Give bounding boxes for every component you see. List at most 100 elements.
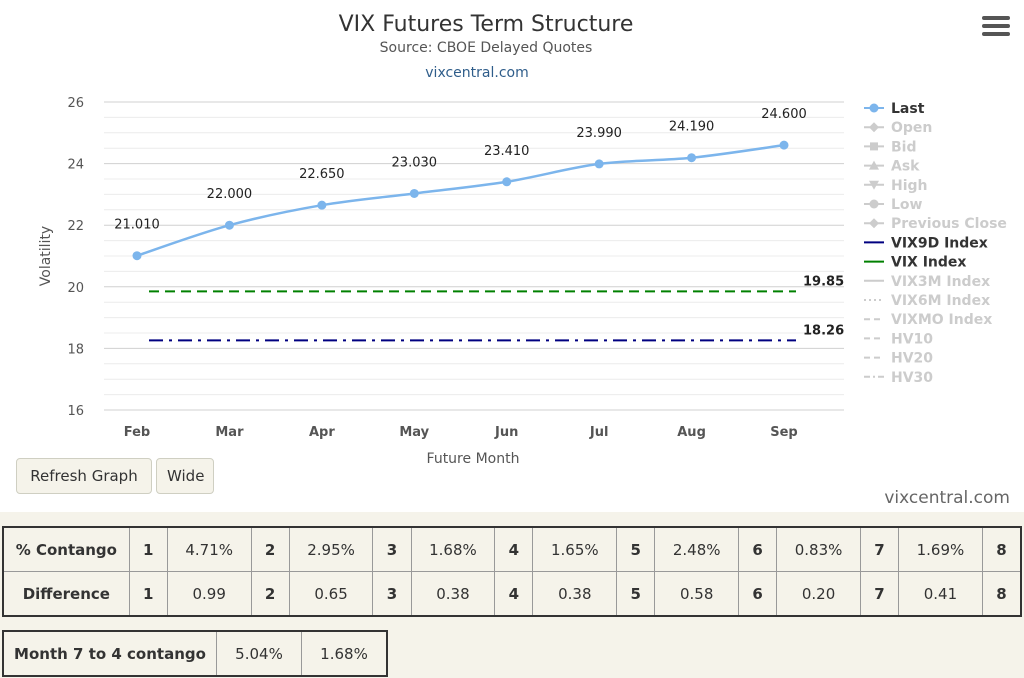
month-number: 8 bbox=[981, 571, 1022, 617]
y-tick-label: 26 bbox=[67, 96, 84, 111]
x-tick-label: Mar bbox=[215, 425, 244, 440]
x-tick-label: Apr bbox=[309, 425, 335, 440]
month-number: 7 bbox=[859, 571, 900, 617]
month-number: 1 bbox=[128, 526, 168, 572]
table-cell: 0.38 bbox=[532, 571, 618, 617]
legend-item[interactable]: HV30 bbox=[864, 370, 933, 386]
legend-item[interactable]: VIXMO Index bbox=[864, 312, 992, 328]
legend-label: VIX6M Index bbox=[891, 293, 990, 309]
legend-label: High bbox=[891, 178, 928, 194]
month-number: 5 bbox=[616, 571, 656, 617]
table-cell: 0.65 bbox=[288, 571, 374, 617]
month-number: 6 bbox=[738, 571, 778, 617]
data-label: 24.190 bbox=[669, 120, 715, 135]
legend-item[interactable]: Previous Close bbox=[864, 216, 1007, 232]
legend-label: HV30 bbox=[891, 370, 933, 386]
legend-marker bbox=[869, 218, 879, 229]
y-axis-label: Volatility bbox=[38, 226, 54, 286]
data-point bbox=[132, 251, 142, 261]
table-cell: 0.99 bbox=[166, 571, 252, 617]
legend-label: VIX Index bbox=[891, 255, 966, 271]
table-cell: 1.68% bbox=[410, 526, 496, 572]
table-cell: 2.48% bbox=[654, 526, 740, 572]
data-point bbox=[502, 177, 512, 187]
legend-marker bbox=[870, 142, 878, 151]
legend-item[interactable]: HV10 bbox=[864, 331, 933, 347]
hamburger-menu-icon[interactable] bbox=[982, 16, 1010, 40]
legend-item[interactable]: VIX9D Index bbox=[864, 235, 988, 251]
legend-label: Previous Close bbox=[891, 216, 1007, 232]
legend-label: HV20 bbox=[891, 351, 933, 367]
series-line bbox=[136, 143, 785, 257]
table-cell: 0.38 bbox=[410, 571, 496, 617]
month-number: 5 bbox=[616, 526, 656, 572]
legend-item[interactable]: Last bbox=[864, 101, 925, 117]
legend-marker bbox=[869, 199, 879, 209]
legend-marker bbox=[869, 180, 879, 190]
legend-item[interactable]: Bid bbox=[864, 139, 917, 155]
month-contango-label: Month 7 to 4 contango bbox=[2, 630, 217, 677]
data-label: 24.600 bbox=[761, 107, 807, 122]
data-label: 22.650 bbox=[299, 167, 345, 182]
x-axis-label: Future Month bbox=[427, 451, 520, 467]
legend-label: Low bbox=[891, 197, 923, 213]
refresh-graph-button[interactable]: Refresh Graph bbox=[16, 458, 152, 494]
table-row: Difference 1 0.99 2 0.65 3 0.38 4 0.38 5 0.58 6 0.20… bbox=[2, 571, 1022, 617]
data-label: 23.410 bbox=[484, 144, 530, 159]
x-tick-label: Feb bbox=[124, 425, 150, 440]
x-tick-label: Aug bbox=[677, 425, 706, 440]
legend-label: HV10 bbox=[891, 331, 933, 347]
data-point bbox=[687, 153, 697, 163]
x-tick-label: May bbox=[399, 425, 429, 440]
data-label: 23.030 bbox=[392, 155, 438, 170]
legend[interactable]: Last Open Bid Ask High Low Previous Close VIX9D… bbox=[864, 101, 1007, 386]
legend-marker bbox=[869, 103, 879, 113]
chart-svg: VIX Futures Term Structure Source: CBOE … bbox=[38, 12, 1007, 467]
legend-label: Open bbox=[891, 120, 932, 136]
table-row: % Contango 1 4.71% 2 2.95% 3 1.68% 4 1.65% 5 2.48%… bbox=[2, 526, 1022, 572]
table-cell: 0.41 bbox=[898, 571, 983, 617]
series-layer: 21.010 22.000 22.650 23.030 23.410 23.990 24.1… bbox=[114, 107, 844, 342]
watermark: vixcentral.com bbox=[884, 488, 1010, 508]
month-number: 3 bbox=[372, 526, 412, 572]
chart-panel: VIX Futures Term Structure Source: CBOE … bbox=[0, 0, 1024, 512]
axis-layer: 16 18 20 22 24 26 Feb Mar Apr May Jun Jul Aug Sep bbox=[67, 96, 797, 440]
x-tick-label: Sep bbox=[770, 425, 798, 440]
legend-marker bbox=[869, 160, 879, 170]
data-point bbox=[594, 159, 604, 169]
y-tick-label: 16 bbox=[67, 404, 84, 419]
chart-subtitle: Source: CBOE Delayed Quotes bbox=[380, 40, 593, 56]
y-tick-label: 18 bbox=[67, 342, 84, 357]
y-tick-label: 20 bbox=[67, 281, 84, 296]
data-point bbox=[409, 188, 419, 198]
data-label: 22.000 bbox=[207, 187, 253, 202]
legend-item[interactable]: Open bbox=[864, 120, 932, 136]
x-tick-label: Jul bbox=[589, 425, 609, 440]
month-number: 1 bbox=[128, 571, 168, 617]
legend-item[interactable]: Low bbox=[864, 197, 923, 213]
legend-item[interactable]: VIX6M Index bbox=[864, 293, 990, 309]
table-row: Month 7 to 4 contango 5.04% 1.68% bbox=[2, 630, 388, 677]
data-label: 19.85 bbox=[803, 274, 844, 289]
legend-item[interactable]: HV20 bbox=[864, 351, 933, 367]
legend-item[interactable]: Ask bbox=[864, 159, 920, 175]
table-cell: 1.69% bbox=[898, 526, 983, 572]
legend-item[interactable]: VIX Index bbox=[864, 255, 966, 271]
row-header: Difference bbox=[2, 571, 130, 617]
legend-label: VIXMO Index bbox=[891, 312, 992, 328]
data-label: 18.26 bbox=[803, 323, 844, 338]
legend-item[interactable]: VIX3M Index bbox=[864, 274, 990, 290]
month-contango-table: Month 7 to 4 contango 5.04% 1.68% bbox=[2, 630, 388, 677]
legend-marker bbox=[869, 122, 879, 133]
wide-button[interactable]: Wide bbox=[156, 458, 214, 494]
data-label: 21.010 bbox=[114, 218, 160, 233]
legend-item[interactable]: High bbox=[864, 178, 928, 194]
data-point bbox=[317, 200, 327, 210]
table-cell: 0.20 bbox=[776, 571, 861, 617]
x-tick-label: Jun bbox=[494, 425, 518, 440]
legend-label: Ask bbox=[891, 159, 920, 175]
table-cell: 0.83% bbox=[776, 526, 861, 572]
month-contango-value-1: 5.04% bbox=[216, 630, 302, 677]
site-link[interactable]: vixcentral.com bbox=[425, 65, 528, 81]
month-number: 4 bbox=[494, 571, 534, 617]
